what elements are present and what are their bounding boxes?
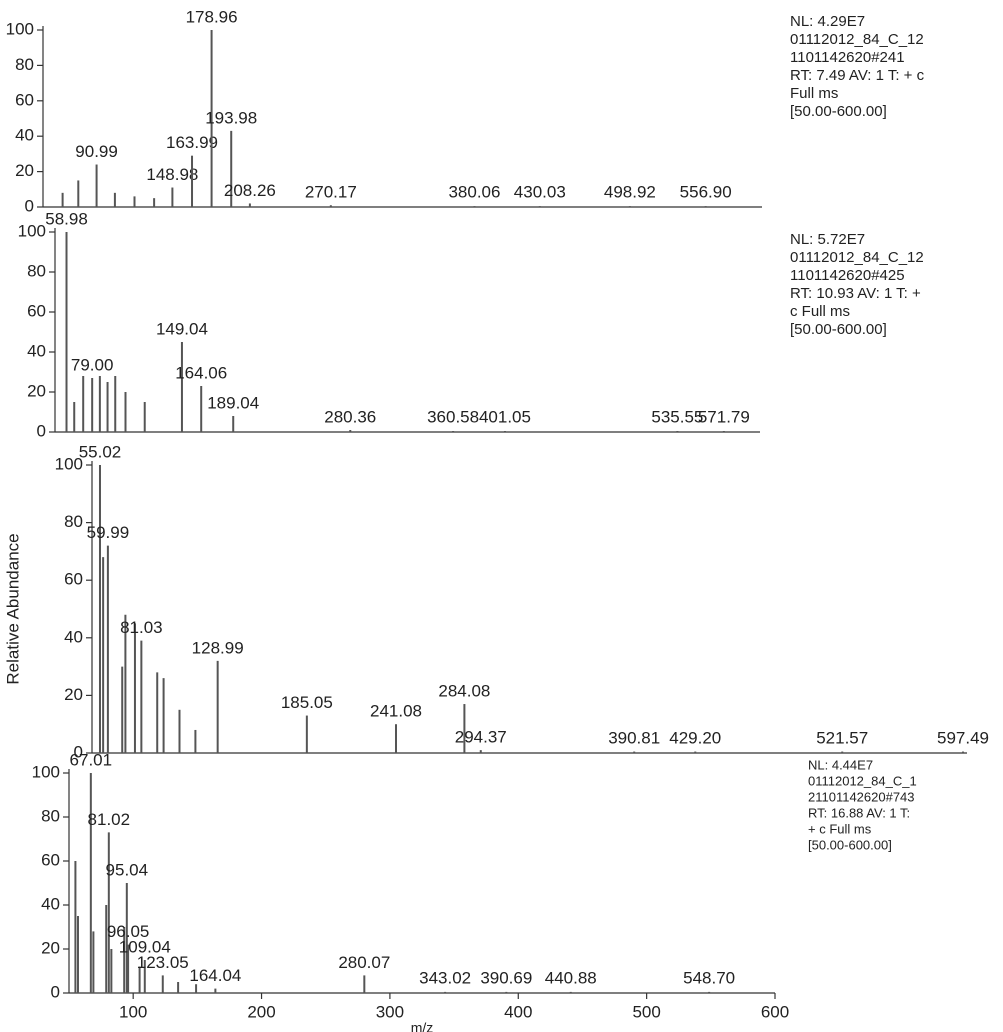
peak-label: 380.06 bbox=[448, 182, 500, 201]
peak-label: 148.98 bbox=[146, 165, 198, 184]
peak-label: 55.02 bbox=[79, 442, 122, 461]
peak-label: 535.55 bbox=[651, 407, 703, 426]
spectrum-note: 01112012_84_C_1 bbox=[808, 773, 917, 788]
x-tick-label: 500 bbox=[632, 1002, 660, 1021]
peak-label: 123.05 bbox=[137, 953, 189, 972]
x-tick-label: 400 bbox=[504, 1002, 532, 1021]
peak-label: 79.00 bbox=[71, 355, 114, 374]
peak-label: 208.26 bbox=[224, 181, 276, 200]
peak-label: 164.04 bbox=[189, 966, 241, 985]
y-tick-label: 60 bbox=[64, 570, 83, 589]
x-axis-label: m/z bbox=[411, 1020, 434, 1032]
spectrum-note: 01112012_84_C_12 bbox=[790, 249, 924, 266]
peak-label: 95.04 bbox=[106, 860, 149, 879]
spectrum-note: [50.00-600.00] bbox=[790, 103, 887, 120]
y-tick-label: 0 bbox=[74, 742, 83, 761]
peak-label: 343.02 bbox=[419, 968, 471, 987]
peak-label: 597.49 bbox=[937, 728, 989, 747]
y-tick-label: 80 bbox=[15, 55, 34, 74]
y-tick-label: 20 bbox=[15, 161, 34, 180]
peak-label: 193.98 bbox=[205, 108, 257, 127]
y-tick-label: 0 bbox=[25, 196, 34, 215]
y-tick-label: 80 bbox=[41, 806, 60, 825]
x-tick-label: 200 bbox=[247, 1002, 275, 1021]
spectrum-note: + c Full ms bbox=[808, 821, 872, 836]
peak-label: 390.81 bbox=[608, 728, 660, 747]
y-tick-label: 100 bbox=[18, 221, 46, 240]
peak-label: 90.99 bbox=[75, 142, 118, 161]
peak-label: 149.04 bbox=[156, 319, 208, 338]
y-tick-label: 20 bbox=[27, 381, 46, 400]
peak-label: 521.57 bbox=[816, 728, 868, 747]
y-tick-label: 40 bbox=[15, 126, 34, 145]
peak-label: 440.88 bbox=[545, 968, 597, 987]
peak-label: 164.06 bbox=[175, 363, 227, 382]
y-tick-label: 0 bbox=[51, 982, 60, 1001]
spectrum-note: RT: 10.93 AV: 1 T: + bbox=[790, 285, 921, 302]
spectrum-note: 01112012_84_C_12 bbox=[790, 31, 924, 48]
spectrum-note: RT: 7.49 AV: 1 T: + c bbox=[790, 67, 925, 84]
spectrum-note: 1101142620#425 bbox=[790, 267, 905, 284]
spectrum-note: 21101142620#743 bbox=[808, 789, 915, 804]
y-tick-label: 60 bbox=[41, 850, 60, 869]
peak-label: 59.99 bbox=[87, 523, 130, 542]
y-tick-label: 0 bbox=[37, 421, 46, 440]
peak-label: 270.17 bbox=[305, 182, 357, 201]
peak-label: 284.08 bbox=[438, 682, 490, 701]
spectrum-note: [50.00-600.00] bbox=[808, 837, 892, 852]
peak-label: 401.05 bbox=[479, 407, 531, 426]
peak-label: 360.58 bbox=[427, 407, 479, 426]
peak-label: 163.99 bbox=[166, 133, 218, 152]
peak-label: 185.05 bbox=[281, 693, 333, 712]
spectrum-note: 1101142620#241 bbox=[790, 49, 905, 66]
y-tick-label: 80 bbox=[64, 512, 83, 531]
peak-label: 280.36 bbox=[324, 407, 376, 426]
y-tick-label: 100 bbox=[55, 454, 83, 473]
spectrum-note: c Full ms bbox=[790, 303, 850, 320]
y-tick-label: 20 bbox=[41, 938, 60, 957]
peak-label: 81.03 bbox=[120, 618, 163, 637]
peak-label: 96.05 bbox=[107, 922, 150, 941]
spectrum-note: NL: 5.72E7 bbox=[790, 231, 865, 248]
peak-label: 571.79 bbox=[698, 407, 750, 426]
peak-label: 128.99 bbox=[192, 638, 244, 657]
y-tick-label: 60 bbox=[15, 90, 34, 109]
spectrum-note: [50.00-600.00] bbox=[790, 321, 887, 338]
peak-label: 498.92 bbox=[604, 182, 656, 201]
x-tick-label: 600 bbox=[761, 1002, 789, 1021]
peak-label: 178.96 bbox=[186, 7, 238, 26]
y-tick-label: 20 bbox=[64, 685, 83, 704]
x-tick-label: 300 bbox=[376, 1002, 404, 1021]
peak-label: 58.98 bbox=[45, 209, 88, 228]
spectrum-note: NL: 4.29E7 bbox=[790, 13, 865, 30]
peak-label: 280.07 bbox=[338, 953, 390, 972]
y-tick-label: 100 bbox=[6, 19, 34, 38]
peak-label: 294.37 bbox=[455, 728, 507, 747]
peak-label: 109.04 bbox=[119, 937, 171, 956]
y-axis-label: Relative Abundance bbox=[3, 533, 22, 684]
spectrum-note: RT: 16.88 AV: 1 T: bbox=[808, 805, 910, 820]
spectrum-note: Full ms bbox=[790, 85, 838, 102]
peak-label: 429.20 bbox=[669, 728, 721, 747]
y-tick-label: 100 bbox=[32, 762, 60, 781]
peak-label: 556.90 bbox=[680, 182, 732, 201]
peak-label: 430.03 bbox=[514, 182, 566, 201]
y-tick-label: 40 bbox=[27, 341, 46, 360]
peak-label: 548.70 bbox=[683, 968, 735, 987]
peak-label: 189.04 bbox=[207, 393, 259, 412]
peak-label: 81.02 bbox=[88, 810, 131, 829]
peak-label: 67.01 bbox=[70, 750, 113, 769]
y-tick-label: 60 bbox=[27, 301, 46, 320]
peak-label: 390.69 bbox=[480, 968, 532, 987]
peak-label: 241.08 bbox=[370, 702, 422, 721]
y-tick-label: 40 bbox=[41, 894, 60, 913]
y-tick-label: 80 bbox=[27, 261, 46, 280]
x-tick-label: 100 bbox=[119, 1002, 147, 1021]
y-tick-label: 40 bbox=[64, 627, 83, 646]
spectrum-note: NL: 4.44E7 bbox=[808, 757, 873, 772]
